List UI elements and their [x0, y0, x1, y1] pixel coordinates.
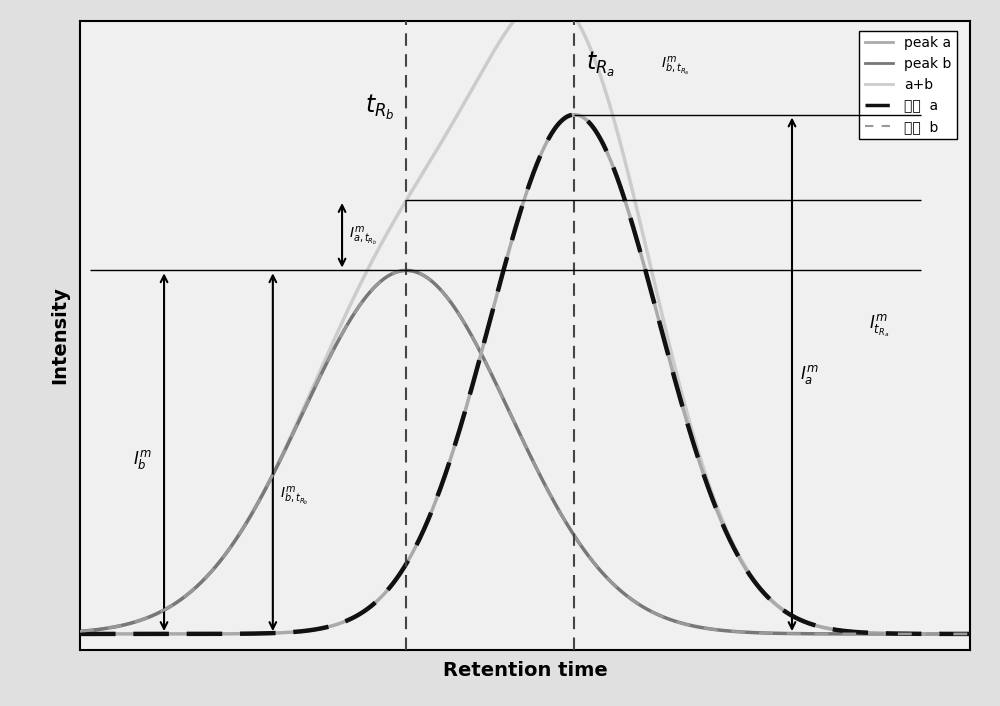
- Text: $\mathit{t}_{R_a}$: $\mathit{t}_{R_a}$: [586, 49, 615, 78]
- X-axis label: Retention time: Retention time: [443, 661, 607, 680]
- Text: $I_b^m$: $I_b^m$: [133, 448, 151, 471]
- Text: $I_{a,t_{R_b}}^m$: $I_{a,t_{R_b}}^m$: [349, 224, 377, 246]
- Legend: peak a, peak b, a+b, 模拟  a, 模拟  b: peak a, peak b, a+b, 模拟 a, 模拟 b: [859, 30, 957, 140]
- Text: $I_{b,t_{R_b}}^m$: $I_{b,t_{R_b}}^m$: [280, 484, 308, 507]
- Text: $I_{b,t_{R_a}}^m$: $I_{b,t_{R_a}}^m$: [661, 54, 690, 77]
- Y-axis label: Intensity: Intensity: [50, 287, 69, 384]
- Text: $I_a^m$: $I_a^m$: [800, 363, 819, 385]
- Text: $I_{t_{R_a}}^m$: $I_{t_{R_a}}^m$: [869, 312, 889, 339]
- Text: $\mathit{t}_{R_b}$: $\mathit{t}_{R_b}$: [365, 92, 394, 121]
